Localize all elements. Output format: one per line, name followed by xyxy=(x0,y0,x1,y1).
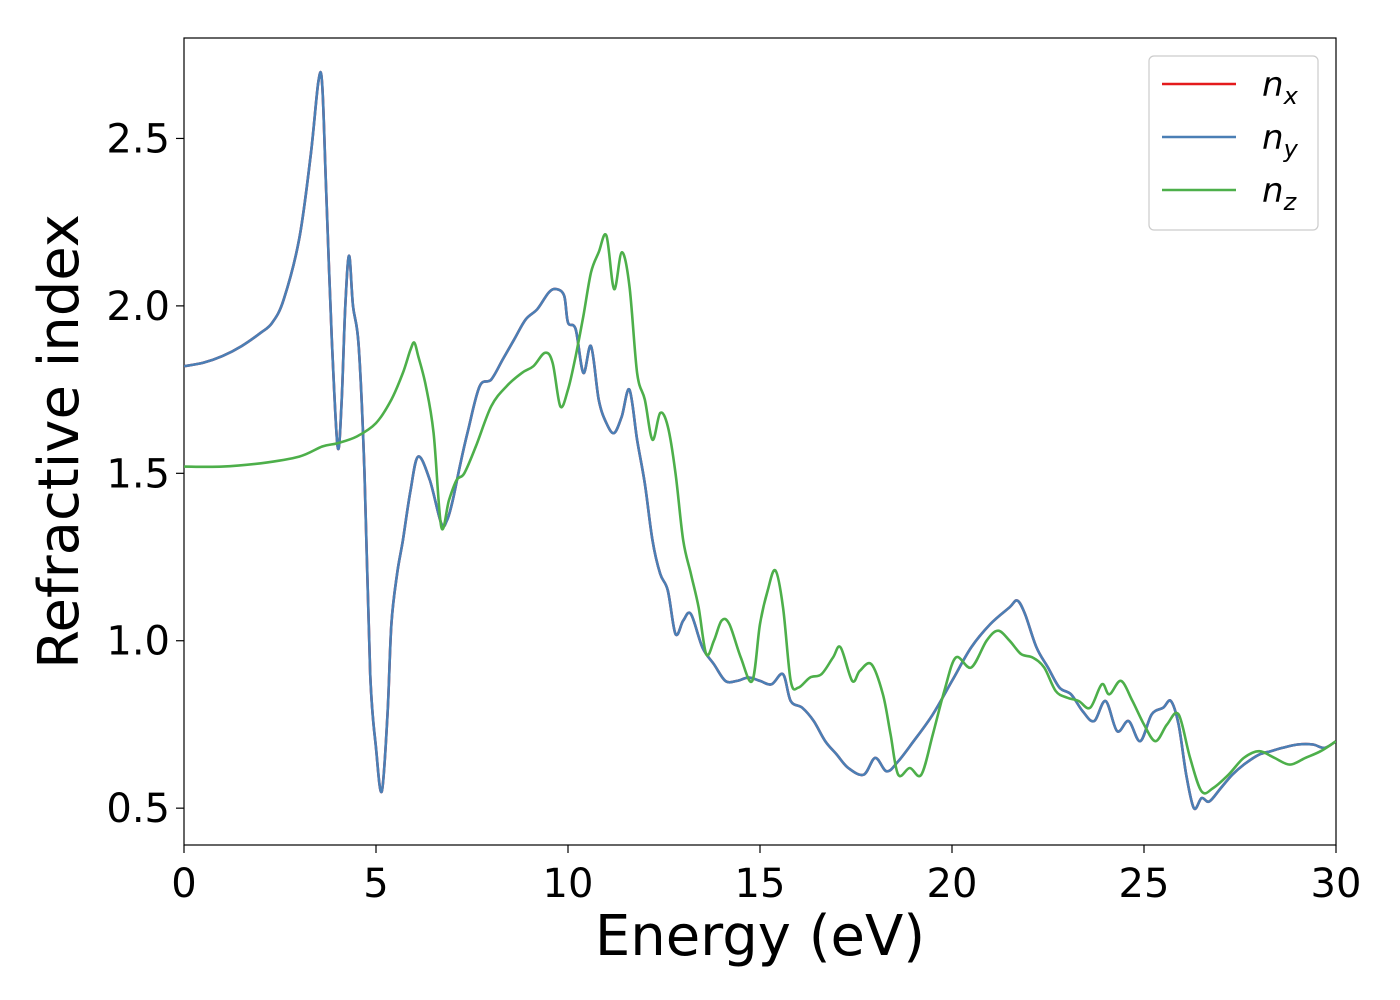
legend: nx ny nz xyxy=(1148,55,1319,231)
x-tick-label: 5 xyxy=(363,861,388,907)
plot-area xyxy=(183,37,1337,846)
x-tick-label: 25 xyxy=(1119,861,1170,907)
y-tick-label: 1.0 xyxy=(106,619,170,665)
legend-label-x: nx xyxy=(1262,65,1299,110)
legend-box xyxy=(1148,55,1319,231)
y-tick-label: 1.5 xyxy=(106,451,170,497)
x-tick-label: 10 xyxy=(543,861,594,907)
x-tick-label: 30 xyxy=(1311,861,1362,907)
legend-label-y: ny xyxy=(1262,118,1299,163)
legend-label-z: nz xyxy=(1262,171,1298,216)
x-tick-label: 15 xyxy=(735,861,786,907)
series-line-y xyxy=(184,70,1336,811)
y-tick-label: 2.0 xyxy=(106,284,170,330)
series-layer xyxy=(184,70,1336,811)
x-axis-title: Energy (eV) xyxy=(595,904,925,969)
y-axis-title: Refractive index xyxy=(27,214,92,669)
y-tick-label: 0.5 xyxy=(106,786,170,832)
x-axis: 0 5 10 15 20 25 30 xyxy=(171,845,1361,907)
series-line-z xyxy=(184,232,1336,795)
y-tick-label: 2.5 xyxy=(106,116,170,162)
x-tick-label: 0 xyxy=(171,861,196,907)
x-tick-label: 20 xyxy=(927,861,978,907)
y-axis: 0.5 1.0 1.5 2.0 2.5 xyxy=(106,116,184,832)
